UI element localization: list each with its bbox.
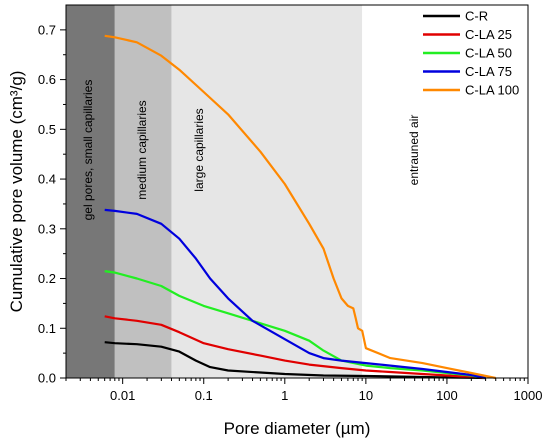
y-tick-label: 0.7: [38, 22, 56, 37]
region-label-gel-pores-small-capillaries: gel pores, small capillaries: [81, 80, 95, 221]
y-tick-label: 0.2: [38, 271, 56, 286]
legend-label-c-la-100: C-LA 100: [465, 83, 519, 98]
x-tick-label: 0.1: [195, 388, 213, 403]
x-tick-label: 1000: [514, 388, 543, 403]
x-tick-label: 10: [359, 388, 373, 403]
pore-regions: [66, 5, 528, 378]
data-series: [104, 34, 496, 380]
region-label-large-capillaries: large capillaries: [192, 108, 206, 191]
y-tick-label: 0.0: [38, 371, 56, 386]
legend-label-c-r: C-R: [465, 9, 488, 24]
y-axis-label: Cumulative pore volume (cm³/g): [7, 71, 26, 313]
series-line-c-la-75: [104, 208, 486, 380]
y-axis: 0.0 0.1 0.2 0.3 0.4 0.5 0.6 0.7: [38, 22, 66, 386]
series-line-c-r: [104, 341, 486, 380]
pore-region-labels: gel pores, small capillaries medium capil…: [81, 80, 421, 221]
x-tick-label: 1: [281, 388, 288, 403]
y-tick-label: 0.6: [38, 72, 56, 87]
region-label-medium-capillaries: medium capillaries: [135, 100, 149, 199]
x-tick-label: 0.01: [110, 388, 135, 403]
legend: C-R C-LA 25 C-LA 50 C-LA 75 C-LA 100: [423, 9, 519, 98]
plot-frame: [65, 4, 529, 379]
x-axis: 0.01 0.1 1 10 100 1000: [65, 378, 543, 403]
y-tick-label: 0.4: [38, 172, 56, 187]
series-line-c-la-25: [104, 315, 486, 380]
legend-label-c-la-25: C-LA 25: [465, 27, 512, 42]
y-tick-label: 0.1: [38, 321, 56, 336]
x-tick-label: 100: [436, 388, 458, 403]
series-line-c-la-100: [104, 34, 496, 380]
region-label-entrauned-air: entrauned air: [407, 115, 421, 186]
y-tick-label: 0.3: [38, 221, 56, 236]
legend-label-c-la-50: C-LA 50: [465, 46, 512, 61]
y-tick-label: 0.5: [38, 122, 56, 137]
x-axis-label: Pore diameter (µm): [224, 419, 371, 438]
region-entrauned-air: [362, 5, 528, 378]
series-line-c-la-50: [104, 270, 486, 380]
region-medium-capillaries: [114, 5, 172, 378]
legend-label-c-la-75: C-LA 75: [465, 64, 512, 79]
region-large-capillaries: [171, 5, 363, 378]
